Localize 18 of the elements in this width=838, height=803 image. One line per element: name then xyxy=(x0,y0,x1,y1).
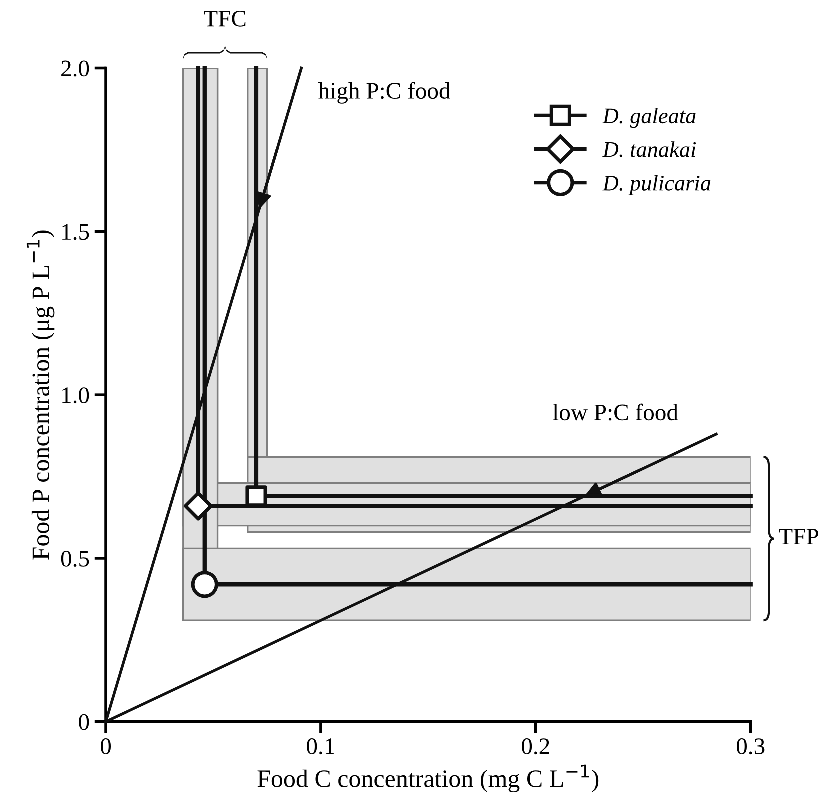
legend-label: D. tanakai xyxy=(602,142,696,158)
y-axis-title: Food P concentration (μg P L$^{−1}$) xyxy=(26,230,55,560)
x-tick-label: 0.3 xyxy=(736,738,765,755)
text: TFC xyxy=(204,10,246,27)
y-tick-label: 0.5 xyxy=(61,550,90,568)
x-tick-label: 0.1 xyxy=(307,738,334,755)
annotation: low P:C food xyxy=(553,404,678,421)
annotation: high P:C food xyxy=(318,82,450,104)
x-axis-title: Food C concentration (mg C L$^{−1}$) xyxy=(258,764,599,793)
x-tick-label: 0 xyxy=(101,738,112,754)
y-tick-label: 0 xyxy=(79,714,90,730)
text: TFP xyxy=(779,529,818,545)
legend-label: D. galeata xyxy=(602,108,696,128)
y-tick-label: 1.5 xyxy=(62,224,90,240)
legend-label: D. pulicaria xyxy=(602,175,711,196)
y-tick-label: 2.0 xyxy=(62,60,90,77)
y-tick-label: 1.0 xyxy=(62,388,90,404)
x-tick-label: 0.2 xyxy=(522,738,550,755)
